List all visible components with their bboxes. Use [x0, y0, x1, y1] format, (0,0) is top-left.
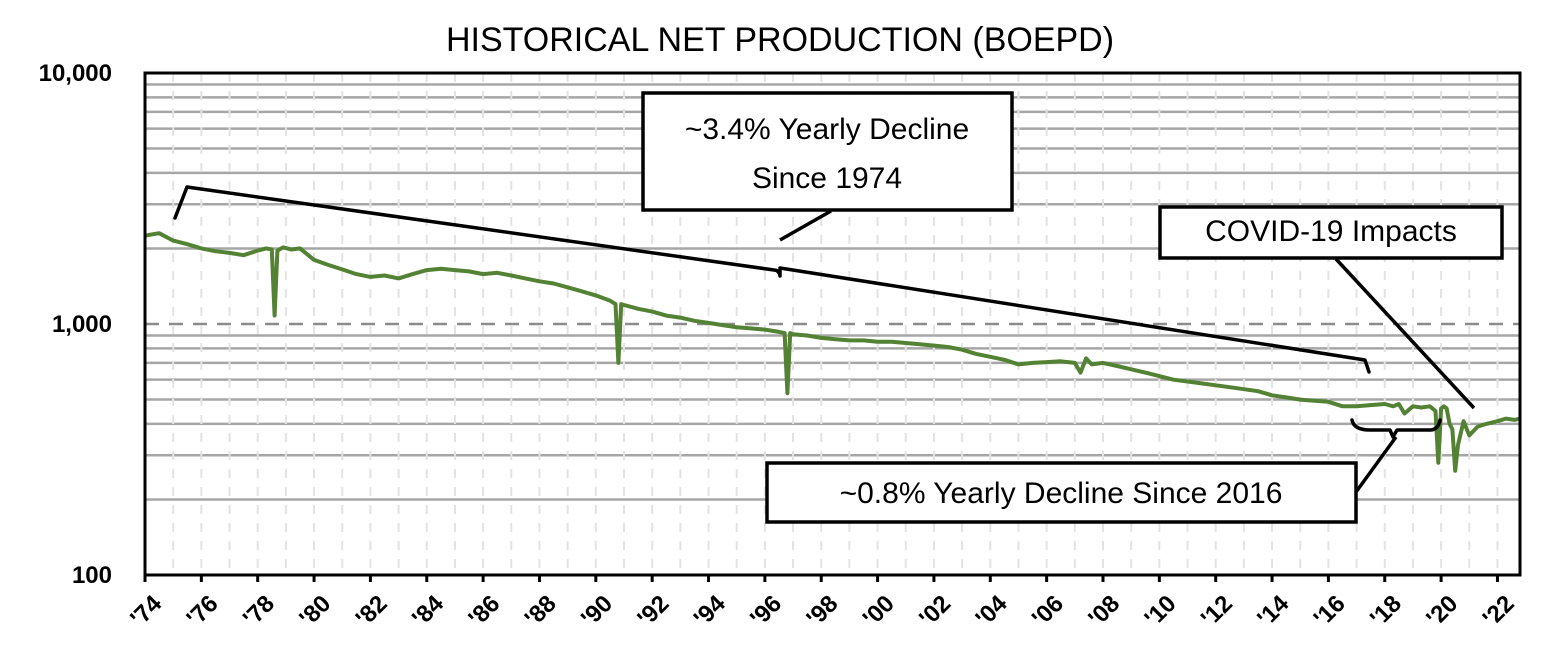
x-tick-label: '16 [1309, 590, 1351, 632]
x-tick-label: '86 [463, 590, 505, 632]
x-tick-label: '04 [971, 590, 1013, 632]
bracket-since-1974 [173, 185, 1371, 374]
x-tick-label: '80 [294, 590, 336, 632]
x-tick-label: '82 [351, 590, 393, 632]
leader-since-1974 [779, 209, 832, 242]
x-tick-label: '96 [745, 590, 787, 632]
x-tick-label: '14 [1252, 590, 1294, 632]
x-tick-label: '78 [238, 590, 280, 632]
y-tick-label: 1,000 [52, 311, 112, 338]
leader-since-2016 [1354, 435, 1398, 494]
series-line-0 [144, 231, 1521, 473]
callout-text-since-1974-line1: ~3.4% Yearly Decline [685, 113, 969, 146]
x-tick-label: '94 [689, 590, 731, 632]
callout-text-covid: COVID-19 Impacts [1205, 215, 1457, 248]
x-tick-label: '20 [1421, 590, 1463, 632]
plot-frame [143, 71, 1522, 577]
x-tick-label: '06 [1027, 590, 1069, 632]
callout-text-since-2016: ~0.8% Yearly Decline Since 2016 [840, 477, 1283, 510]
x-tick-label: '88 [520, 590, 562, 632]
x-tick-label: '74 [125, 590, 167, 632]
leader-covid [1334, 257, 1476, 410]
x-tick-label: '12 [1196, 590, 1238, 632]
x-tick-label: '10 [1140, 590, 1182, 632]
y-tick-label: 100 [72, 562, 112, 589]
callout-box-since-1974 [641, 91, 1014, 212]
x-tick-label: '84 [407, 590, 449, 632]
x-tick-label: '98 [801, 590, 843, 632]
series-layer [144, 231, 1521, 473]
x-tick-label: '22 [1478, 590, 1520, 632]
chart-title: HISTORICAL NET PRODUCTION (BOEPD) [446, 21, 1114, 59]
x-tick-label: '92 [632, 590, 674, 632]
bracket-since-2016 [1350, 418, 1442, 439]
x-tick-label: '00 [858, 590, 900, 632]
x-axis-ticks: '74 '76 '78 '80 '82 '84 '86 '88 '90 '92 '94 '96 '98 '… [125, 575, 1520, 632]
x-tick-label: '08 [1083, 590, 1125, 632]
callout-box-covid [1158, 205, 1504, 260]
y-tick-label: 10,000 [39, 60, 112, 87]
x-tick-label: '02 [914, 590, 956, 632]
callout-text-since-1974-line2: Since 1974 [752, 162, 902, 195]
x-tick-label: '18 [1365, 590, 1407, 632]
y-axis-ticks: 100 1,000 10,000 [39, 60, 112, 589]
callout-box-since-2016 [765, 461, 1358, 524]
x-tick-label: '76 [182, 590, 224, 632]
x-tick-label: '90 [576, 590, 618, 632]
